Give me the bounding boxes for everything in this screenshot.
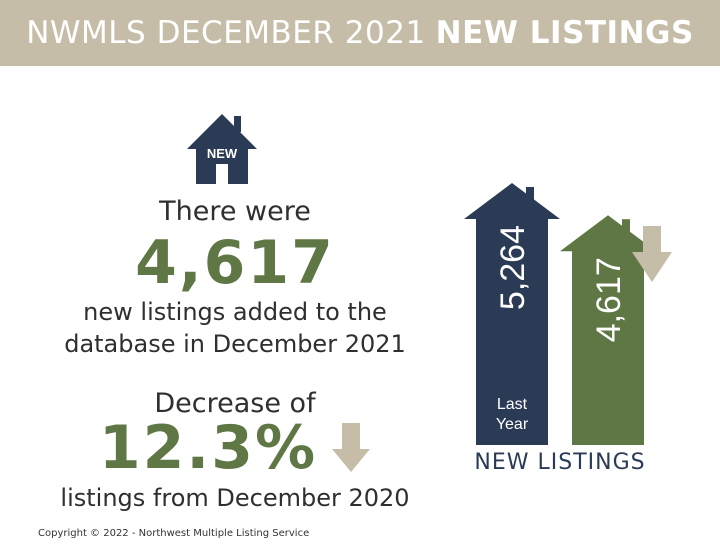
new-listings-chart: 5,264 Last Year 4,617 [464,183,672,445]
bar-chimney-1 [622,219,630,238]
bar-1 [560,215,656,445]
bar-chimney-0 [526,187,534,205]
comparison-line: listings from December 2020 [60,484,410,512]
there-were-text: There were [159,196,311,227]
house-icon-label: NEW [207,146,238,161]
decrease-row: 12.3% [0,413,470,483]
title-date: NWMLS DECEMBER 2021 [26,15,426,51]
chart-title: NEW LISTINGS [474,450,646,475]
decrease-label: Decrease of [154,388,316,419]
decrease-percent: 12.3% [98,413,318,483]
copyright-text: Copyright © 2022 - Northwest Multiple Li… [38,528,310,539]
house-icon: NEW [187,114,257,184]
value-label-0: 5,264 [494,225,532,310]
page-title: NWMLS DECEMBER 2021 NEW LISTINGS [0,0,720,66]
description-line-1: new listings added to the [83,298,387,326]
down-arrow-icon [332,423,371,472]
category-label-0-0: Last [497,396,528,413]
value-label-1: 4,617 [590,257,628,342]
header-banner [0,0,720,66]
category-label-0-1: Year [496,416,529,433]
title-topic: NEW LISTINGS [435,15,694,51]
new-listings-count: 4,617 [135,228,335,298]
decrease-arrow-icon [632,226,672,282]
bar-0 [464,183,560,445]
description-line-2: database in December 2021 [64,330,406,358]
